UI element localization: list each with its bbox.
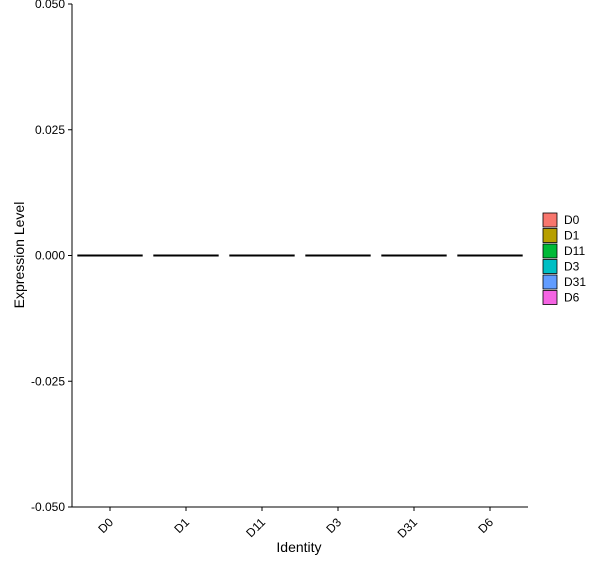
y-axis-ticks: -0.050 -0.025 0.000 0.025 0.050 (31, 0, 72, 514)
legend-label-D6: D6 (564, 291, 580, 305)
x-tick-label: D6 (475, 515, 496, 536)
legend-key-D1 (542, 228, 558, 243)
y-tick-label: 0.025 (35, 123, 65, 137)
x-tick-label: D3 (323, 515, 344, 536)
x-axis-ticks: D0 D1 D11 D3 D31 D6 (95, 507, 496, 541)
legend-key-D0 (542, 212, 558, 228)
x-tick-label: D31 (395, 515, 421, 541)
y-tick-label: -0.025 (31, 374, 65, 388)
legend-label-D11: D11 (564, 244, 585, 258)
legend-key-D11 (542, 243, 558, 259)
y-axis-title: Expression Level (11, 202, 27, 309)
legend-key-D6 (542, 290, 558, 305)
x-axis-title: Identity (276, 539, 321, 555)
legend-label-D31: D31 (564, 275, 586, 289)
x-tick-label: D1 (171, 515, 192, 536)
x-tick-label: D0 (95, 515, 116, 536)
y-tick-label: -0.050 (31, 500, 65, 514)
y-tick-label: 0.050 (35, 0, 65, 11)
x-tick-label: D11 (243, 515, 268, 540)
legend-key-D31 (542, 274, 558, 290)
legend-key-D3 (542, 259, 558, 274)
legend-label-D0: D0 (564, 213, 580, 227)
legend-label-D3: D3 (564, 260, 580, 274)
y-tick-label: 0.000 (35, 249, 65, 263)
legend-label-D1: D1 (564, 229, 580, 243)
